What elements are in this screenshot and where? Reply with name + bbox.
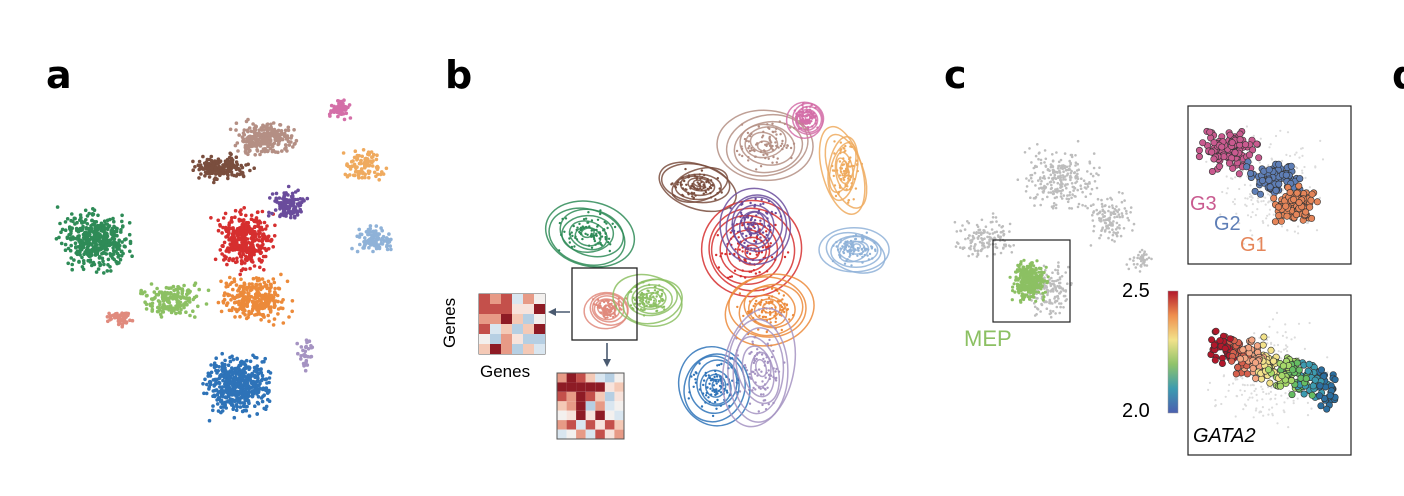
panel-label-b: b: [445, 53, 473, 97]
panel-label-d: d: [1392, 56, 1404, 94]
selection-box: [571, 267, 638, 341]
heatmap-x-label: Genes: [480, 362, 531, 381]
gene-heatmap-small: [478, 293, 546, 355]
colorbar-max-label: 2.5: [1122, 280, 1150, 302]
colorbar-min-label: 2.0: [1122, 400, 1150, 422]
mep-label: MEP: [964, 326, 1012, 351]
colorbar: [1167, 290, 1179, 414]
panel-label-a: a: [46, 53, 72, 97]
mep-selection-box: [992, 239, 1071, 323]
umap-scatter-a: [54, 98, 393, 423]
gene-label: GATA2: [1193, 425, 1256, 447]
phase-g3-label: G3: [1190, 193, 1217, 215]
gene-heatmap-bottom: [556, 372, 625, 440]
zoom-panel-phases: [1187, 105, 1352, 265]
heatmap-y-label: Genes: [440, 297, 459, 348]
panel-label-c: c: [944, 53, 967, 97]
phase-g1-label: G1: [1240, 234, 1267, 256]
density-contours-b: [544, 101, 890, 428]
zoom-panel-gata2: [1187, 294, 1352, 456]
umap-mep-c: [953, 139, 1153, 319]
phase-g2-label: G2: [1214, 213, 1241, 235]
